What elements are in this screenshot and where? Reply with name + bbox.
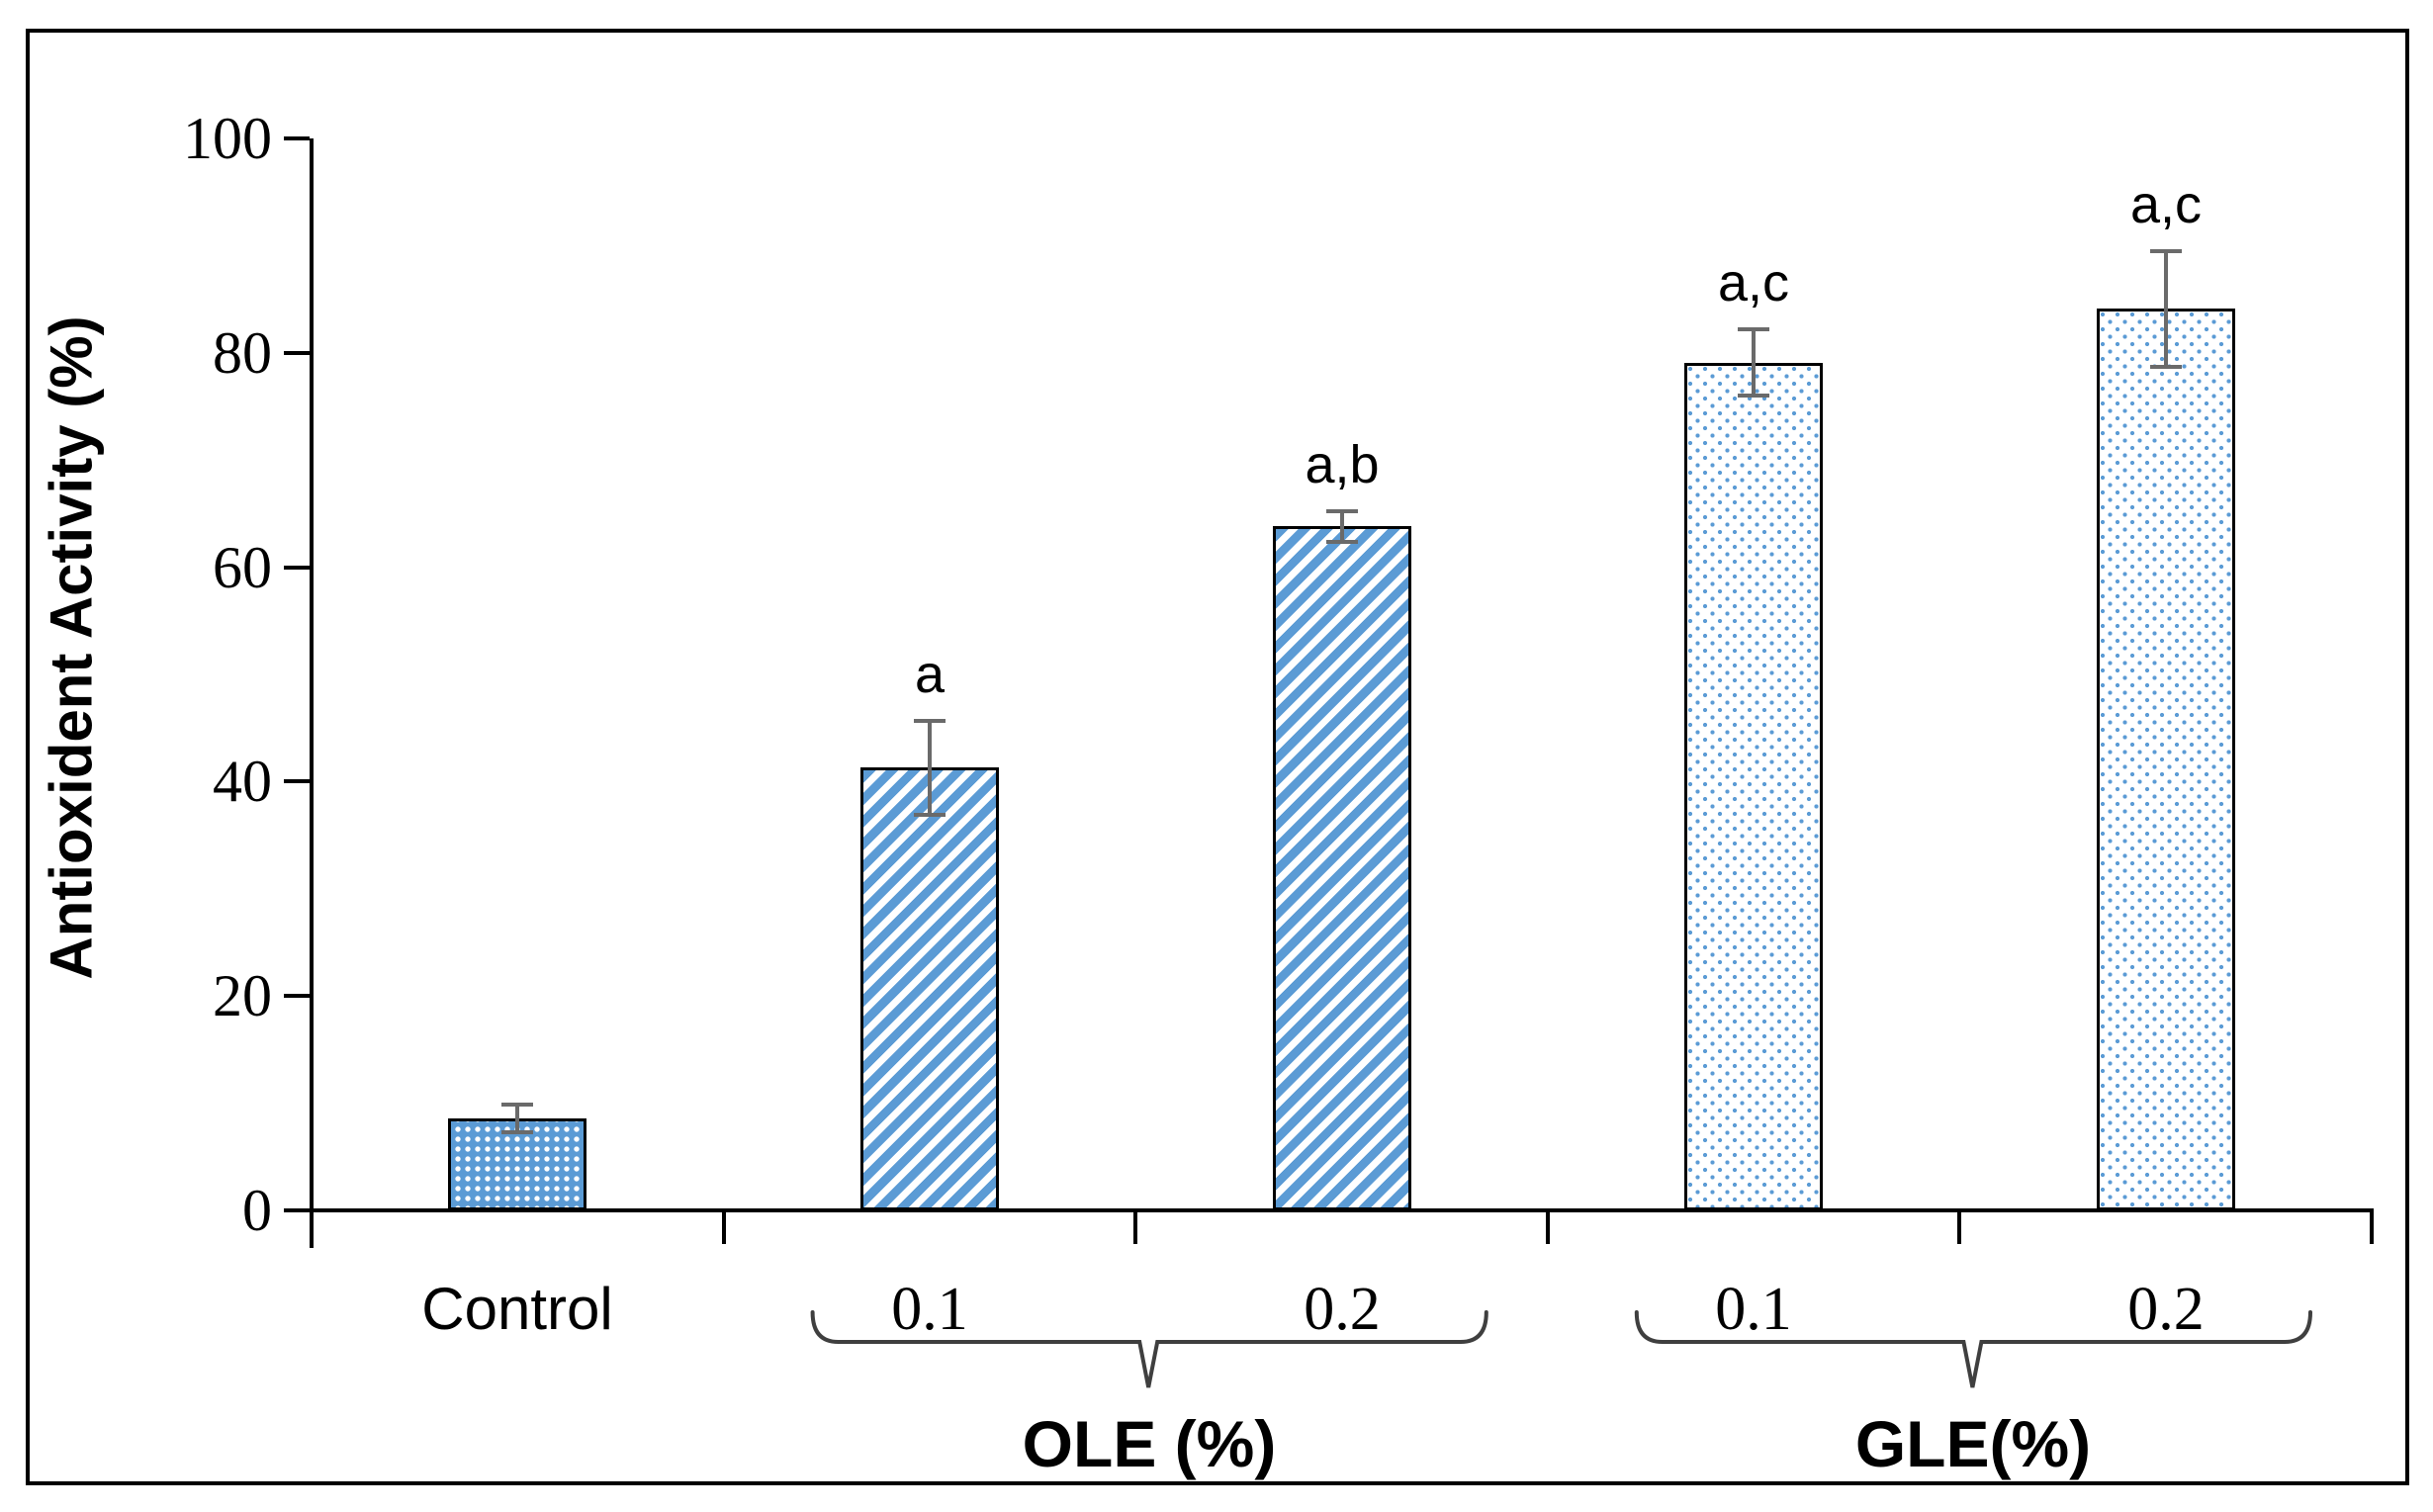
category-label: Control <box>421 1276 613 1342</box>
y-tick-label: 60 <box>213 535 272 600</box>
x-tick <box>722 1212 726 1244</box>
error-bar-cap-top <box>914 719 946 723</box>
error-bar-cap-bottom <box>1326 540 1358 544</box>
significance-label: a,b <box>1305 435 1380 494</box>
error-bar-cap-top <box>1738 327 1769 331</box>
error-bar-cap-bottom <box>1738 394 1769 398</box>
y-tick <box>284 136 310 140</box>
error-bar-cap-top <box>501 1103 533 1107</box>
y-axis-line <box>310 138 314 1248</box>
bar-0.1-3 <box>1684 363 1823 1210</box>
x-tick <box>1957 1212 1961 1244</box>
error-bar-line <box>1340 511 1344 541</box>
x-tick <box>1133 1212 1137 1244</box>
y-axis-title: Antioxident Activity (%) <box>38 315 105 980</box>
category-label: 0.1 <box>1715 1276 1792 1343</box>
group-label: OLE (%) <box>1022 1407 1277 1480</box>
error-bar-cap-bottom <box>2150 365 2182 369</box>
error-bar-cap-top <box>2150 249 2182 253</box>
x-tick <box>1546 1212 1550 1244</box>
significance-label: a,c <box>1717 253 1790 312</box>
error-bar-line <box>928 721 932 815</box>
error-bar-line <box>2164 251 2168 367</box>
significance-label: a <box>914 645 946 704</box>
y-tick-label: 20 <box>213 963 272 1028</box>
y-tick <box>284 351 310 355</box>
error-bar-line <box>515 1105 519 1132</box>
category-label: 0.2 <box>2127 1276 2205 1343</box>
x-axis-line <box>310 1208 2374 1212</box>
y-tick-label: 80 <box>213 320 272 386</box>
chart-frame <box>26 29 2409 1485</box>
y-tick <box>284 994 310 998</box>
bar-0.2-2 <box>1273 526 1411 1210</box>
category-label: 0.2 <box>1304 1276 1381 1343</box>
bar-0.1-1 <box>860 767 999 1210</box>
y-tick <box>284 566 310 570</box>
error-bar-cap-bottom <box>501 1130 533 1134</box>
x-tick <box>2370 1212 2374 1244</box>
y-tick <box>284 779 310 783</box>
bar-0.2-4 <box>2097 309 2235 1210</box>
y-tick-label: 100 <box>183 106 272 171</box>
significance-label: a,c <box>2129 175 2203 234</box>
category-label: 0.1 <box>891 1276 968 1343</box>
error-bar-cap-bottom <box>914 813 946 817</box>
y-tick <box>284 1208 310 1212</box>
error-bar-line <box>1752 329 1756 396</box>
group-label: GLE(%) <box>1854 1407 2092 1480</box>
y-tick-label: 0 <box>242 1178 272 1243</box>
x-tick <box>310 1212 314 1244</box>
y-tick-label: 40 <box>213 749 272 814</box>
error-bar-cap-top <box>1326 509 1358 513</box>
